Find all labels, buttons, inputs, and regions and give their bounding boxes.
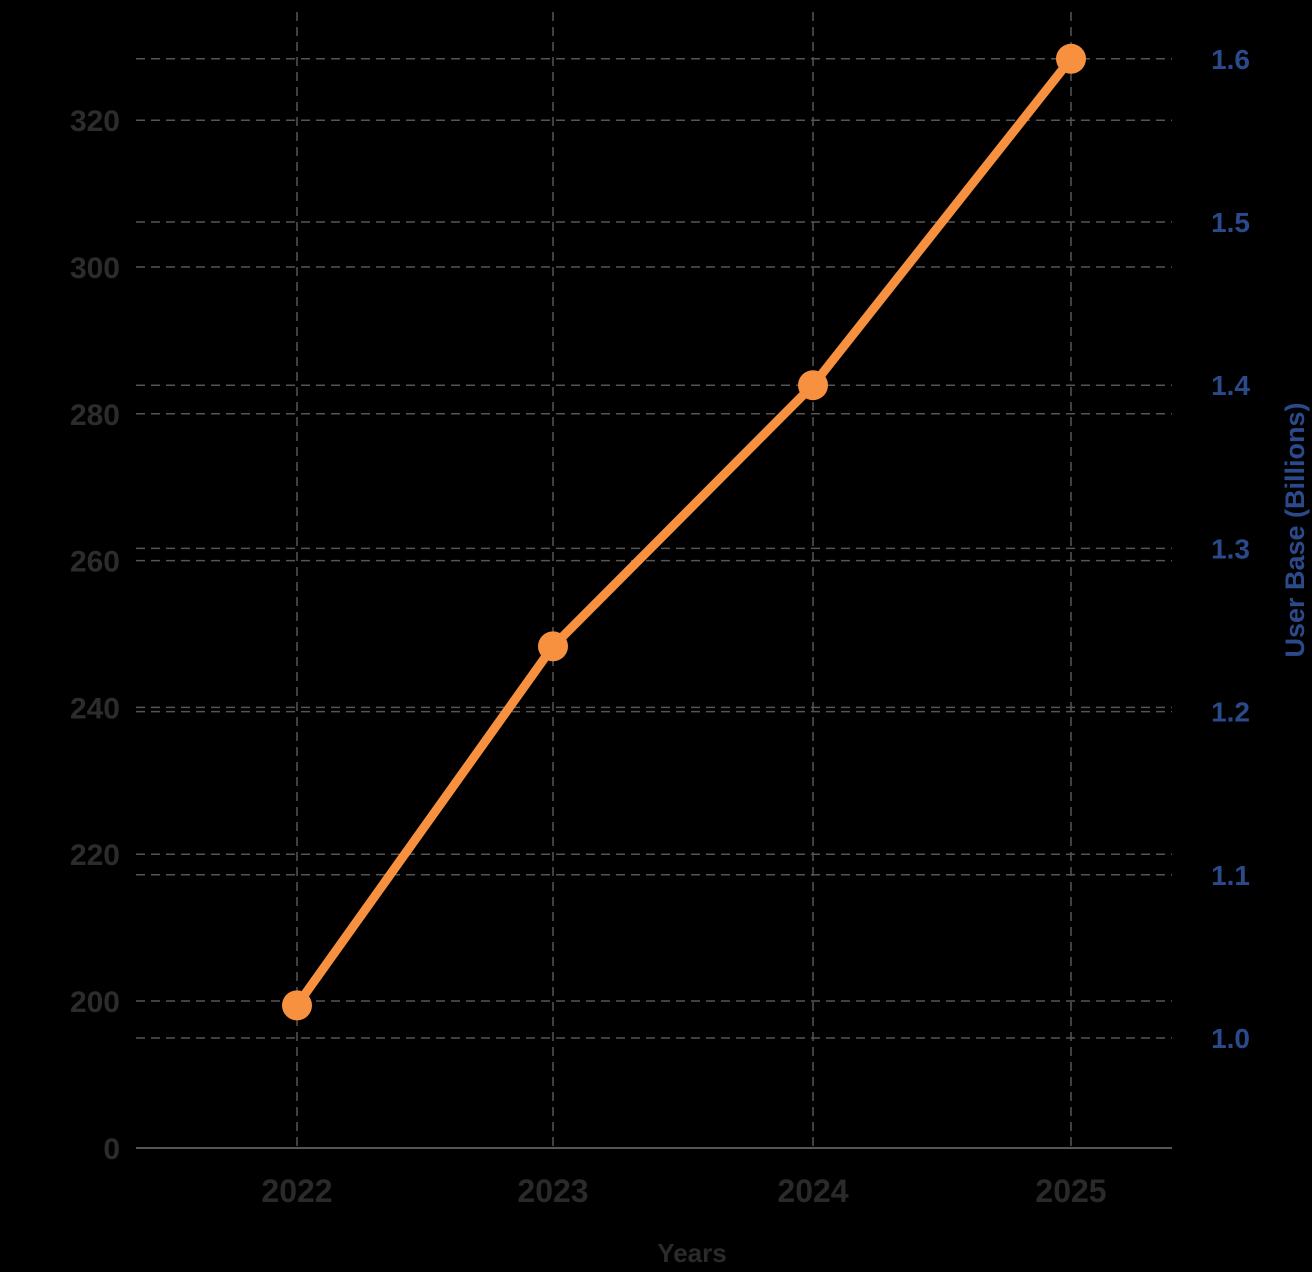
right-tick-label: 1.6 [1211,44,1250,75]
x-axis-ticks: 2022 2023 2024 2025 [261,1173,1106,1209]
left-tick-label: 0 [103,1133,120,1166]
x-tick-label-2025: 2025 [1035,1173,1106,1209]
right-tick-label: 1.4 [1211,370,1250,401]
left-tick-label: 280 [70,399,120,432]
x-tick-label-2022: 2022 [261,1173,332,1209]
left-tick-label: 220 [70,839,120,872]
left-tick-label: 260 [70,546,120,579]
right-tick-label: 1.1 [1211,860,1250,891]
left-tick-label: 200 [70,986,120,1019]
left-tick-label: 240 [70,692,120,725]
data-point-2022 [282,990,312,1021]
data-point-2025 [1056,43,1086,74]
series-layer [282,43,1086,1021]
right-axis-ticks: 1.0 1.1 1.2 1.3 1.4 1.5 1.6 [1211,44,1250,1054]
right-tick-label: 1.0 [1211,1023,1250,1054]
x-tick-label-2024: 2024 [777,1173,848,1209]
data-point-2024 [798,370,828,401]
y2-axis-title: User Base (Billions) [1280,402,1310,657]
data-point-2023 [538,631,568,662]
grid-lines [136,12,1172,1148]
x-tick-label-2023: 2023 [517,1173,588,1209]
right-tick-label: 1.2 [1211,697,1250,728]
right-tick-label: 1.5 [1211,207,1250,238]
left-axis-ticks: 0200220240260280300320340 [70,105,120,1166]
x-axis-title: Years [657,1238,726,1268]
right-tick-label: 1.3 [1211,533,1250,564]
left-tick-label: 320 [70,105,120,138]
series-line [292,54,1076,1010]
left-tick-label: 300 [70,252,120,285]
